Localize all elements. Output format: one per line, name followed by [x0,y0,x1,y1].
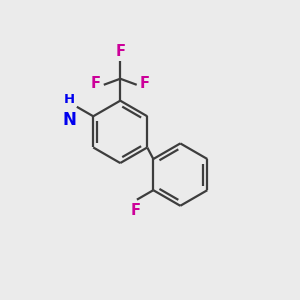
Text: F: F [131,203,141,218]
Text: F: F [140,76,149,91]
Text: N: N [62,111,76,129]
Text: F: F [91,76,101,91]
Text: H: H [64,93,75,106]
Text: F: F [115,44,125,59]
